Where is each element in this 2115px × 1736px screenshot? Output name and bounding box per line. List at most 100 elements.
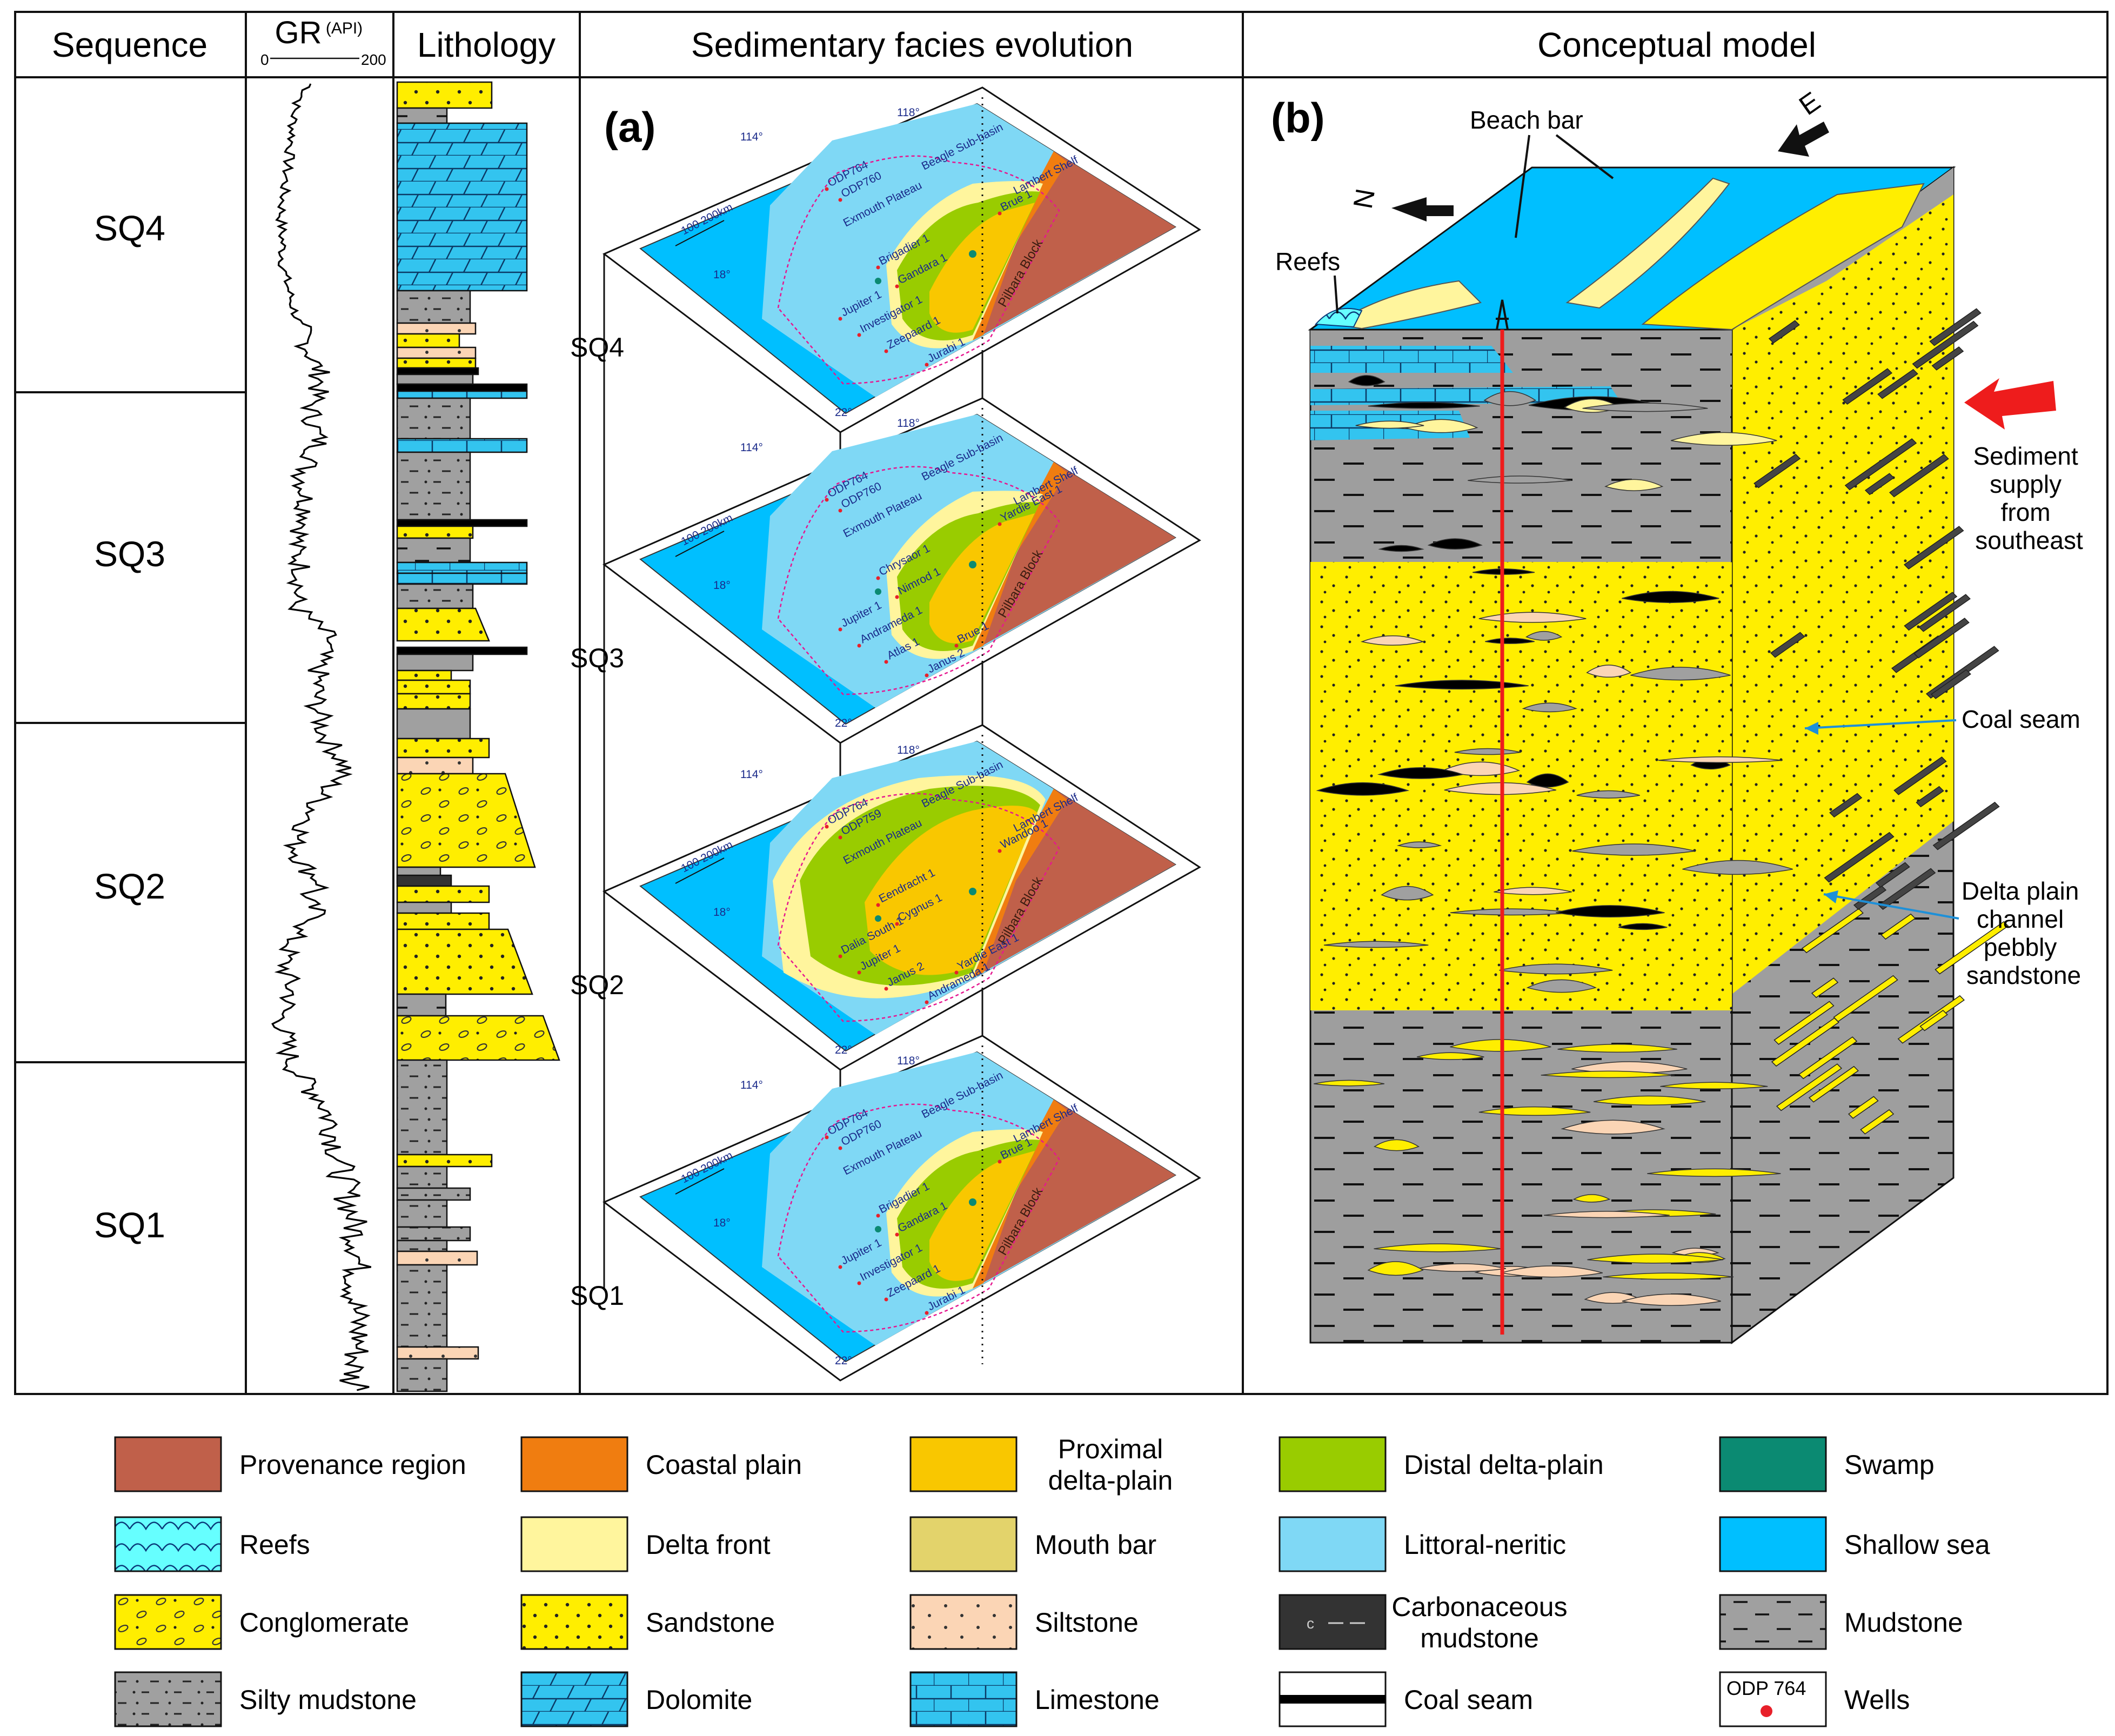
legend-swatch — [909, 1671, 1018, 1727]
well-marker — [857, 970, 861, 975]
gr-scale-min: 0 — [260, 51, 269, 68]
gr-scale-max: 200 — [361, 51, 386, 68]
legend-item-coastal: Coastal plain — [520, 1436, 802, 1492]
well-marker — [884, 987, 888, 991]
legend-label: Limestone — [1035, 1685, 1160, 1715]
well-marker — [876, 265, 880, 270]
sequence-label: SQ4 — [94, 208, 165, 248]
well-marker — [925, 1000, 929, 1004]
well-marker — [925, 673, 929, 678]
facies-lenses — [1314, 308, 2009, 1306]
well-marker — [998, 1159, 1002, 1164]
well-marker — [838, 835, 842, 840]
legend-swatch — [1719, 1436, 1827, 1492]
sequence-label: SQ2 — [94, 866, 165, 906]
sediment-arrow-icon — [1964, 378, 2056, 430]
legend-label: Coal seam — [1404, 1685, 1533, 1715]
well-marker — [954, 970, 959, 975]
map-lon-label: 118° — [897, 1055, 920, 1067]
header-gr: GR — [275, 15, 322, 50]
legend-label: Reefs — [239, 1530, 310, 1560]
map-lon-label: 114° — [740, 441, 763, 454]
map-lon-label: 118° — [897, 417, 920, 430]
header-gr-unit: (API) — [326, 19, 363, 37]
conceptual-block — [1308, 166, 2009, 1344]
map-lon-label: 118° — [897, 744, 920, 756]
panel-a-label: (a) — [604, 103, 655, 151]
legend-item-conglomerate: Conglomerate — [114, 1594, 409, 1650]
lithology-column — [396, 81, 560, 1392]
sediment-supply-label: Sediment supply from southeast — [1973, 442, 2085, 554]
legend-well-text: ODP 764 — [1726, 1677, 1806, 1699]
well-marker — [998, 522, 1002, 526]
legend-swatch — [114, 1436, 222, 1492]
legend-item-siltstone: Siltstone — [909, 1594, 1139, 1650]
legend-item-distal: Distal delta-plain — [1279, 1436, 1604, 1492]
slab-label: SQ4 — [570, 332, 624, 363]
legend-item-siltymud: Silty mudstone — [114, 1671, 417, 1727]
legend-label: Conglomerate — [239, 1607, 409, 1638]
legend-item-deltafront: Delta front — [520, 1516, 771, 1572]
legend-item-coal: Coal seam — [1279, 1671, 1533, 1727]
legend-swatch — [1279, 1516, 1387, 1572]
legend-swatch — [1279, 1594, 1387, 1650]
legend-item-provenance: Provenance region — [114, 1436, 466, 1492]
legend-item-littoral: Littoral-neritic — [1279, 1516, 1566, 1572]
map-lon-label: 114° — [740, 131, 763, 143]
well-marker — [884, 1297, 888, 1302]
legend-label: Proximal — [1058, 1434, 1163, 1464]
column-frames — [14, 11, 2109, 1395]
sequence-label: SQ1 — [94, 1205, 165, 1245]
east-label: E — [1793, 86, 1825, 121]
east-arrow-icon — [1778, 122, 1829, 157]
well-marker — [825, 825, 829, 829]
legend-swatch — [909, 1594, 1018, 1650]
legend-item-mouthbar: Mouth bar — [909, 1516, 1156, 1572]
header-model: Conceptual model — [1537, 25, 1816, 64]
reefs-label: Reefs — [1275, 247, 1340, 276]
well-derrick-icon — [1496, 299, 1509, 330]
legend-swatch — [1719, 1594, 1827, 1650]
legend-label: mudstone — [1420, 1623, 1539, 1653]
well-marker — [895, 595, 899, 599]
well-marker — [857, 333, 861, 337]
well-marker — [895, 1232, 899, 1237]
legend-item-limestone: Limestone — [909, 1671, 1160, 1727]
well-marker — [895, 284, 899, 289]
sequence-label: SQ3 — [94, 534, 165, 574]
legend-label: Sandstone — [646, 1607, 775, 1638]
map-lat-label: 22° — [835, 717, 852, 729]
well-marker — [884, 349, 888, 353]
legend-swatch — [114, 1516, 222, 1572]
svg-text:c: c — [1307, 1615, 1314, 1632]
legend-label: Mouth bar — [1035, 1530, 1156, 1560]
well-marker — [857, 1281, 861, 1285]
legend-item-mudstone: Mudstone — [1719, 1594, 1963, 1650]
legend-label: Delta front — [646, 1530, 771, 1560]
well-marker — [876, 576, 880, 580]
legend-swatch — [114, 1671, 222, 1727]
legend-item-dolomite: Dolomite — [520, 1671, 752, 1727]
well-marker — [998, 211, 1002, 216]
legend-swatch — [520, 1516, 628, 1572]
legend-item-reefs: Reefs — [114, 1516, 310, 1572]
map-lat-label: 22° — [835, 1044, 852, 1056]
well-marker — [838, 508, 842, 513]
legend-swatch — [1719, 1516, 1827, 1572]
slab-label: SQ2 — [570, 970, 624, 1000]
legend-swatch — [1719, 1671, 1827, 1727]
legend-label: Silty mudstone — [239, 1685, 417, 1715]
well-marker — [838, 1265, 842, 1269]
legend-item-swamp: Swamp — [1719, 1436, 1935, 1492]
legend: Provenance region Coastal plain Proximalde… — [114, 1434, 1990, 1727]
well-marker — [838, 1146, 842, 1150]
legend-swatch — [114, 1594, 222, 1650]
legend-swatch — [909, 1436, 1018, 1492]
well-marker — [884, 660, 888, 664]
beach-bar-label: Beach bar — [1470, 106, 1583, 134]
